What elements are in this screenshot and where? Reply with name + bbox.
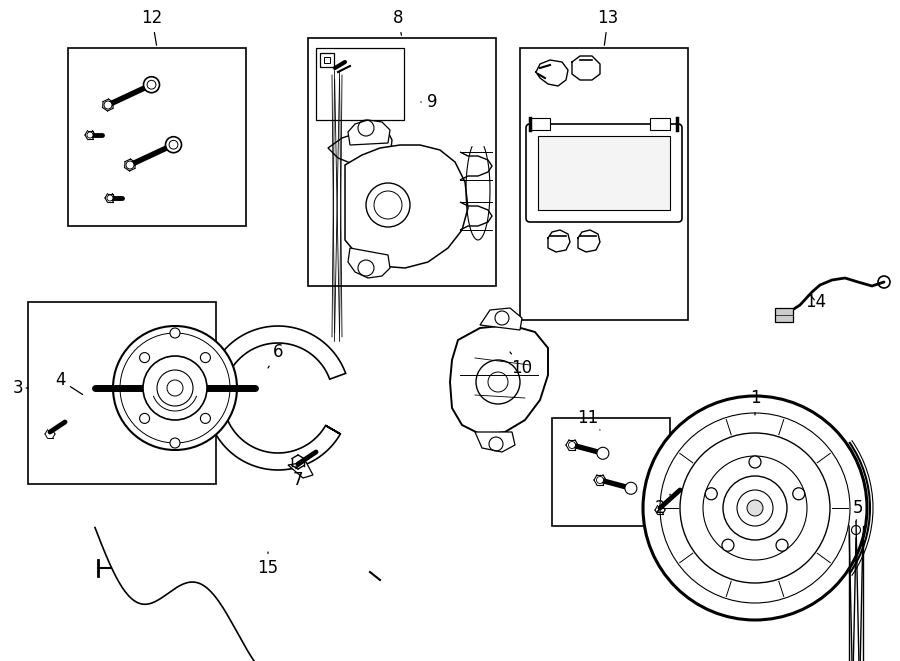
Bar xyxy=(320,53,334,67)
Circle shape xyxy=(643,396,867,620)
Circle shape xyxy=(201,352,211,363)
Text: 8: 8 xyxy=(392,9,403,35)
Bar xyxy=(530,118,550,130)
Circle shape xyxy=(476,360,520,404)
Circle shape xyxy=(143,77,159,93)
Circle shape xyxy=(170,438,180,448)
Text: 11: 11 xyxy=(578,409,600,430)
Circle shape xyxy=(366,183,410,227)
Circle shape xyxy=(723,476,787,540)
Circle shape xyxy=(597,447,609,459)
Text: 5: 5 xyxy=(853,499,863,522)
Circle shape xyxy=(201,413,211,424)
Text: 7: 7 xyxy=(292,466,303,489)
Text: 12: 12 xyxy=(141,9,163,45)
Text: 2: 2 xyxy=(654,494,670,517)
Polygon shape xyxy=(480,308,522,330)
Circle shape xyxy=(140,413,149,424)
Circle shape xyxy=(104,101,112,109)
Bar xyxy=(538,136,670,210)
Circle shape xyxy=(113,326,237,450)
Polygon shape xyxy=(206,326,346,470)
Bar xyxy=(650,118,670,130)
Circle shape xyxy=(107,195,113,201)
Circle shape xyxy=(625,483,637,494)
Circle shape xyxy=(569,442,575,449)
Circle shape xyxy=(597,477,604,483)
Circle shape xyxy=(749,456,761,468)
Text: 9: 9 xyxy=(421,93,437,111)
Circle shape xyxy=(140,352,149,363)
Circle shape xyxy=(166,137,182,153)
Circle shape xyxy=(793,488,805,500)
Text: 10: 10 xyxy=(510,352,533,377)
Circle shape xyxy=(706,488,717,500)
Bar xyxy=(520,48,688,320)
Circle shape xyxy=(776,539,788,551)
Polygon shape xyxy=(348,120,390,145)
Circle shape xyxy=(143,356,207,420)
Circle shape xyxy=(167,380,183,396)
Bar xyxy=(28,302,216,484)
Polygon shape xyxy=(328,130,392,172)
Circle shape xyxy=(87,132,93,138)
Bar xyxy=(316,48,404,120)
Text: 6: 6 xyxy=(268,343,284,368)
Text: 3: 3 xyxy=(13,379,28,397)
Circle shape xyxy=(722,539,734,551)
FancyBboxPatch shape xyxy=(526,124,682,222)
Polygon shape xyxy=(345,145,468,268)
Bar xyxy=(308,38,496,286)
Bar xyxy=(775,308,793,322)
Text: 14: 14 xyxy=(806,293,826,311)
Bar xyxy=(552,418,670,526)
Circle shape xyxy=(747,500,763,516)
Bar xyxy=(324,57,330,63)
Circle shape xyxy=(170,328,180,338)
Text: 4: 4 xyxy=(55,371,83,395)
Text: 1: 1 xyxy=(750,389,760,415)
Polygon shape xyxy=(348,248,390,278)
Polygon shape xyxy=(450,325,548,435)
Polygon shape xyxy=(475,432,515,452)
Bar xyxy=(68,48,246,226)
Text: 15: 15 xyxy=(257,552,279,577)
Circle shape xyxy=(126,161,134,169)
Polygon shape xyxy=(288,462,313,478)
Text: 13: 13 xyxy=(598,9,618,45)
